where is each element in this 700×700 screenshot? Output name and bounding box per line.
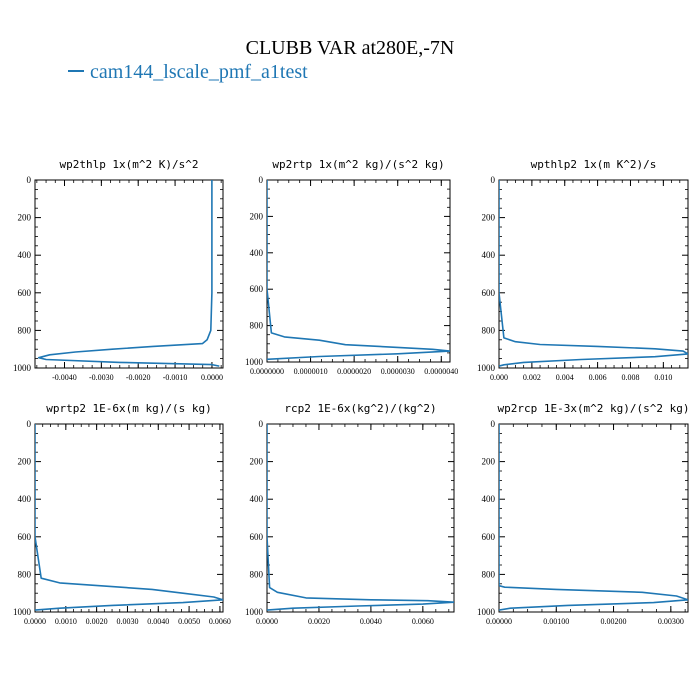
y-tick-label: 200: [18, 213, 32, 223]
x-tick-label: 0.00300: [658, 617, 684, 626]
panel-5: rcp2 1E-6x(kg^2)/(kg^2) 0 200 400 600 800 1000…: [245, 402, 455, 626]
plot-frame: [498, 179, 689, 369]
x-tick-label: 0.0010: [55, 617, 77, 626]
panel-title: wprtp2 1E-6x(m kg)/(s kg): [46, 402, 212, 415]
y-tick-label: 400: [18, 494, 32, 504]
y-tick-label: 800: [18, 325, 32, 335]
y-tick-label: 600: [250, 532, 264, 542]
y-tick-label: 800: [18, 569, 32, 579]
panel-title: wp2thlp 1x(m^2 K)/s^2: [59, 158, 198, 171]
plot-frame: [266, 179, 451, 363]
x-tick-label: -0.0040: [52, 373, 77, 382]
x-tick-label: 0.0030: [116, 617, 138, 626]
x-tick-label: 0.0000000: [250, 367, 284, 376]
x-tick-label: 0.0000040: [424, 367, 458, 376]
y-tick-label: 0: [27, 419, 32, 429]
panel-2: wp2rtp 1x(m^2 kg)/(s^2 kg) 0 200 400 600 800 1…: [245, 158, 458, 376]
y-tick-label: 200: [250, 457, 264, 467]
plot-frame: [266, 423, 455, 613]
x-tick-label: 0.0050: [178, 617, 200, 626]
series-line: [499, 424, 688, 611]
y-tick-label: 1000: [477, 607, 496, 617]
panel-3: wpthlp2 1x(m K^2)/s020040060080010000.00…: [477, 158, 689, 382]
y-tick-label: 600: [18, 288, 32, 298]
x-tick-label: 0.0060: [209, 617, 231, 626]
y-tick-label: 200: [482, 213, 496, 223]
x-tick-label: 0.0040: [147, 617, 169, 626]
series-line: [267, 180, 450, 361]
x-tick-label: 0.0020: [86, 617, 108, 626]
y-tick-label: 1000: [13, 607, 32, 617]
plot-frame: [34, 179, 224, 369]
y-tick-label: 600: [482, 532, 496, 542]
y-tick-label: 0: [259, 175, 264, 185]
y-tick-label: 200: [18, 457, 32, 467]
x-tick-label: -0.0020: [126, 373, 151, 382]
x-tick-label: -0.0030: [89, 373, 114, 382]
y-tick-label: 200: [482, 457, 496, 467]
x-tick-label: 0.0020: [308, 617, 330, 626]
legend: cam144_lscale_pmf_a1test: [68, 61, 308, 83]
panels: wp2thlp 1x(m^2 K)/s^2 0 200 400 600 800 1000 -0…: [13, 158, 690, 626]
y-tick-label: 1000: [245, 357, 264, 367]
x-tick-label: 0.004: [556, 373, 574, 382]
panel-4: wprtp2 1E-6x(m kg)/(s kg) 0 200 400 600 800 10…: [13, 402, 231, 626]
y-tick-label: 400: [250, 248, 264, 258]
x-tick-label: 0.002: [523, 373, 541, 382]
y-tick-label: 1000: [13, 363, 32, 373]
x-tick-label: 0.00200: [601, 617, 627, 626]
panel-1: wp2thlp 1x(m^2 K)/s^2 0 200 400 600 800 1000 -0…: [13, 158, 224, 382]
x-tick-label: 0.00100: [543, 617, 569, 626]
y-tick-label: 400: [482, 250, 496, 260]
x-tick-label: 0.0000030: [381, 367, 415, 376]
figure-title: CLUBB VAR at280E,-7N: [246, 37, 455, 59]
series-line: [267, 424, 454, 611]
y-tick-label: 0: [27, 175, 32, 185]
y-tick-label: 0: [491, 419, 496, 429]
x-tick-label: 0.008: [621, 373, 639, 382]
x-tick-label: 0.0000020: [337, 367, 371, 376]
panel-title: rcp2 1E-6x(kg^2)/(kg^2): [284, 402, 436, 415]
y-tick-label: 0: [259, 419, 264, 429]
panel-title: wpthlp2 1x(m K^2)/s: [531, 158, 657, 171]
x-tick-label: 0.0000: [24, 617, 46, 626]
y-tick-label: 800: [250, 569, 264, 579]
panel-title: wp2rcp 1E-3x(m^2 kg)/(s^2 kg): [497, 402, 689, 415]
plot-frame: [498, 423, 689, 613]
y-tick-label: 0: [491, 175, 496, 185]
series-line: [35, 424, 223, 611]
x-tick-label: 0.000: [490, 373, 508, 382]
x-tick-label: 0.0000010: [294, 367, 328, 376]
panel-title: wp2rtp 1x(m^2 kg)/(s^2 kg): [272, 158, 444, 171]
series-line: [37, 180, 220, 367]
y-tick-label: 600: [18, 532, 32, 542]
x-tick-label: 0.0040: [360, 617, 382, 626]
y-tick-label: 600: [250, 284, 264, 294]
y-tick-label: 1000: [245, 607, 264, 617]
x-tick-label: 0.010: [654, 373, 672, 382]
legend-label: cam144_lscale_pmf_a1test: [90, 61, 308, 83]
y-tick-label: 800: [482, 325, 496, 335]
y-tick-label: 400: [482, 494, 496, 504]
x-tick-label: -0.0010: [163, 373, 188, 382]
y-tick-label: 200: [250, 211, 264, 221]
y-tick-label: 400: [250, 494, 264, 504]
x-tick-label: 0.006: [589, 373, 607, 382]
y-tick-label: 400: [18, 250, 32, 260]
y-tick-label: 600: [482, 288, 496, 298]
y-tick-label: 800: [250, 321, 264, 331]
series-line: [499, 180, 688, 367]
x-tick-label: 0.00000: [486, 617, 512, 626]
y-tick-label: 800: [482, 569, 496, 579]
x-tick-label: 0.0060: [412, 617, 434, 626]
panel-6: wp2rcp 1E-3x(m^2 kg)/(s^2 kg)0 200 400 600 8…: [477, 402, 690, 626]
y-tick-label: 1000: [477, 363, 496, 373]
x-tick-label: 0.0000: [201, 373, 223, 382]
x-tick-label: 0.0000: [256, 617, 278, 626]
